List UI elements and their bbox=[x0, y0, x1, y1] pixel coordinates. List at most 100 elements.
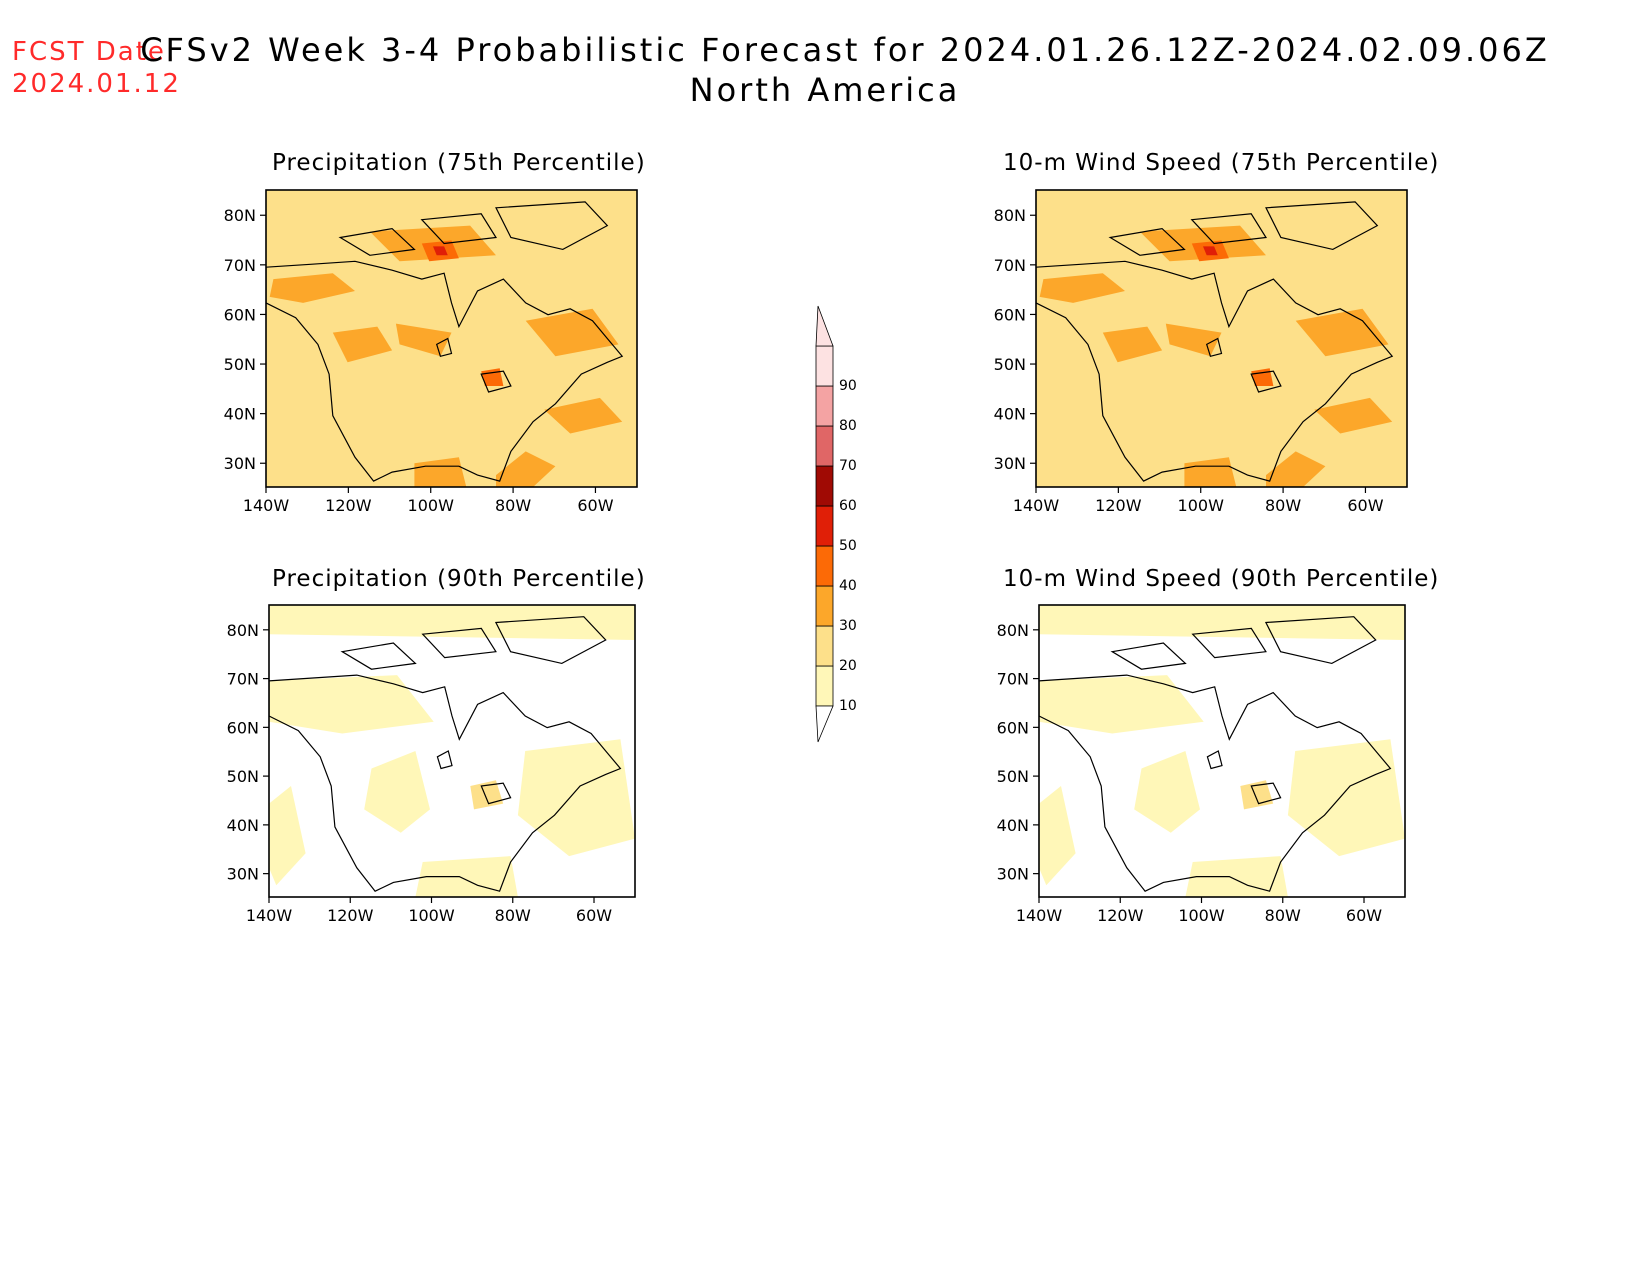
colorbar-segment bbox=[815, 345, 834, 387]
lake-outline bbox=[480, 370, 512, 393]
probability-region bbox=[414, 457, 467, 487]
arctic-island bbox=[338, 227, 416, 256]
lake-outline bbox=[1206, 750, 1223, 770]
lat-label: 60N bbox=[997, 718, 1029, 737]
lon-label: 80W bbox=[1265, 496, 1301, 515]
lon-label: 100W bbox=[408, 906, 455, 925]
forecast-date-block: FCST Date: 2024.01.12 bbox=[12, 36, 181, 100]
title-line-1: CFSv2 Week 3-4 Probabilistic Forecast fo… bbox=[140, 31, 1550, 69]
arctic-island bbox=[1190, 213, 1268, 245]
panel-title-precip-90: Precipitation (90th Percentile) bbox=[272, 566, 646, 592]
lon-label: 80W bbox=[495, 906, 531, 925]
map-shading bbox=[266, 190, 637, 487]
lat-label: 40N bbox=[994, 405, 1026, 424]
lake-outline bbox=[1250, 370, 1282, 393]
lat-label: 40N bbox=[997, 816, 1029, 835]
lat-label: 70N bbox=[997, 670, 1029, 689]
map-panel-precip-75: 80N 70N 60N 50N 40N 30N 140W 120W 100W 80W 60W bbox=[224, 189, 638, 515]
probability-region bbox=[481, 368, 504, 386]
arctic-island bbox=[495, 201, 609, 251]
colorbar-segment bbox=[815, 465, 834, 507]
lat-label: 30N bbox=[994, 454, 1026, 473]
lon-label: 140W bbox=[243, 496, 290, 515]
lon-label: 80W bbox=[495, 496, 531, 515]
probability-region bbox=[1251, 368, 1274, 386]
colorbar-label: 80 bbox=[839, 418, 857, 434]
lat-label: 80N bbox=[997, 621, 1029, 640]
title-line-2: North America bbox=[689, 71, 961, 109]
probability-region bbox=[269, 605, 635, 640]
probability-region bbox=[1039, 675, 1204, 734]
lon-label: 80W bbox=[1265, 906, 1301, 925]
probability-region bbox=[269, 786, 306, 886]
lon-label: 140W bbox=[1016, 906, 1063, 925]
lat-label: 50N bbox=[997, 767, 1029, 786]
lat-label: 30N bbox=[227, 865, 259, 884]
coastline bbox=[1039, 674, 1392, 892]
lon-label: 140W bbox=[1013, 496, 1060, 515]
lat-label: 60N bbox=[227, 718, 259, 737]
arctic-island bbox=[1108, 227, 1186, 256]
probability-region bbox=[269, 273, 355, 303]
map-shading bbox=[1039, 605, 1405, 897]
colorbar-label: 20 bbox=[839, 658, 857, 674]
colorbar-segment bbox=[815, 385, 834, 427]
arctic-island bbox=[421, 627, 497, 659]
arctic-island bbox=[1110, 642, 1187, 670]
colorbar-segment bbox=[815, 665, 834, 707]
probability-region bbox=[517, 739, 635, 857]
lat-label: 70N bbox=[227, 670, 259, 689]
colorbar-segment bbox=[815, 585, 834, 627]
colorbar-label: 50 bbox=[839, 538, 857, 554]
probability-region bbox=[332, 326, 393, 363]
colorbar-bottom-cap bbox=[815, 705, 834, 743]
arctic-island bbox=[494, 616, 607, 665]
colorbar-top-cap bbox=[815, 305, 834, 347]
lake-outline bbox=[435, 337, 453, 358]
arctic-island bbox=[340, 642, 417, 670]
coastline bbox=[269, 674, 622, 892]
lon-label: 100W bbox=[408, 496, 455, 515]
lon-label: 120W bbox=[325, 496, 372, 515]
map-panel-precip-90: 80N 70N 60N 50N 40N 30N 140W 120W 100W 80W 60W bbox=[227, 604, 636, 925]
probability-region bbox=[415, 856, 518, 897]
probability-region bbox=[1184, 457, 1237, 487]
lat-label: 80N bbox=[227, 621, 259, 640]
lat-label: 40N bbox=[224, 405, 256, 424]
lat-label: 80N bbox=[994, 206, 1026, 225]
lon-label: 100W bbox=[1178, 906, 1225, 925]
colorbar-segment bbox=[815, 425, 834, 467]
lon-label: 100W bbox=[1178, 496, 1225, 515]
lat-label: 50N bbox=[224, 355, 256, 374]
lat-label: 80N bbox=[224, 206, 256, 225]
map-panel-wind-90: 80N 70N 60N 50N 40N 30N 140W 120W 100W 80W 60W bbox=[997, 604, 1406, 925]
arctic-island bbox=[1265, 201, 1379, 251]
colorbar-label: 40 bbox=[839, 578, 857, 594]
main-title: CFSv2 Week 3-4 Probabilistic Forecast fo… bbox=[0, 30, 1650, 110]
coastline bbox=[1036, 260, 1394, 482]
colorbar-label: 60 bbox=[839, 498, 857, 514]
lat-label: 40N bbox=[227, 816, 259, 835]
colorbar-segment bbox=[815, 625, 834, 667]
lat-label: 30N bbox=[224, 454, 256, 473]
probability-region bbox=[544, 397, 623, 434]
probability-region bbox=[1102, 326, 1163, 363]
panel-title-wind-90: 10-m Wind Speed (90th Percentile) bbox=[1003, 566, 1440, 592]
probability-region bbox=[269, 675, 434, 734]
panel-title-wind-75: 10-m Wind Speed (75th Percentile) bbox=[1003, 150, 1440, 176]
arctic-island bbox=[1191, 627, 1267, 659]
probability-region bbox=[1134, 751, 1200, 833]
map-shading bbox=[1036, 190, 1407, 487]
lon-label: 120W bbox=[1095, 496, 1142, 515]
lat-label: 50N bbox=[227, 767, 259, 786]
colorbar: 10 20 30 40 50 60 70 80 90 bbox=[815, 305, 857, 743]
probability-region bbox=[1287, 739, 1405, 857]
map-panel-wind-75: 80N 70N 60N 50N 40N 30N 140W 120W 100W 80W 60W bbox=[994, 189, 1408, 515]
colorbar-segment bbox=[815, 505, 834, 547]
lon-label: 120W bbox=[327, 906, 374, 925]
probability-region bbox=[1295, 308, 1389, 357]
probability-region bbox=[1266, 451, 1326, 487]
map-shading bbox=[269, 605, 635, 897]
arctic-island bbox=[1264, 616, 1377, 665]
